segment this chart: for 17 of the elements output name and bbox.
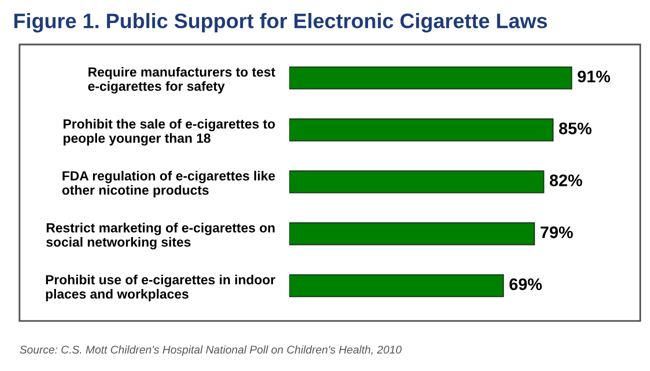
- data-label: 69%: [510, 278, 542, 290]
- y-tick-label: FDA regulation of e-cigarettes like other nicotine products: [62, 170, 275, 198]
- y-tick-label: Prohibit use of e-cigarettes in indoor places and workplaces: [46, 274, 276, 302]
- data-label: 91%: [578, 70, 610, 82]
- data-label: 79%: [540, 226, 573, 238]
- y-tick-label: Prohibit the sale of e-cigarettes to people younger than 18: [64, 118, 275, 146]
- data-label: 82%: [550, 174, 582, 186]
- bar: [289, 66, 572, 90]
- bar: [289, 274, 504, 298]
- data-label: 85%: [559, 122, 592, 134]
- bar: [289, 170, 544, 194]
- y-tick-label: Restrict marketing of e-cigarettes on social networking sites: [46, 222, 275, 250]
- chart-title: Figure 1. Public Support for Electronic Cigarette Laws: [14, 12, 547, 32]
- bar: [289, 118, 554, 142]
- bar: [289, 222, 535, 246]
- source-note: Source: C.S. Mott Children's Hospital National Poll on Children's Health, 2010: [20, 345, 402, 356]
- y-tick-label: Require manufacturers to test e-cigarettes for safety: [88, 66, 276, 94]
